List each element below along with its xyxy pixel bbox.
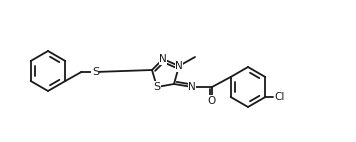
Text: S: S <box>153 82 161 92</box>
Text: S: S <box>92 67 99 77</box>
Text: N: N <box>188 82 196 92</box>
Text: N: N <box>159 54 167 64</box>
Text: N: N <box>175 61 183 71</box>
Text: Cl: Cl <box>274 92 284 102</box>
Text: O: O <box>208 96 216 106</box>
